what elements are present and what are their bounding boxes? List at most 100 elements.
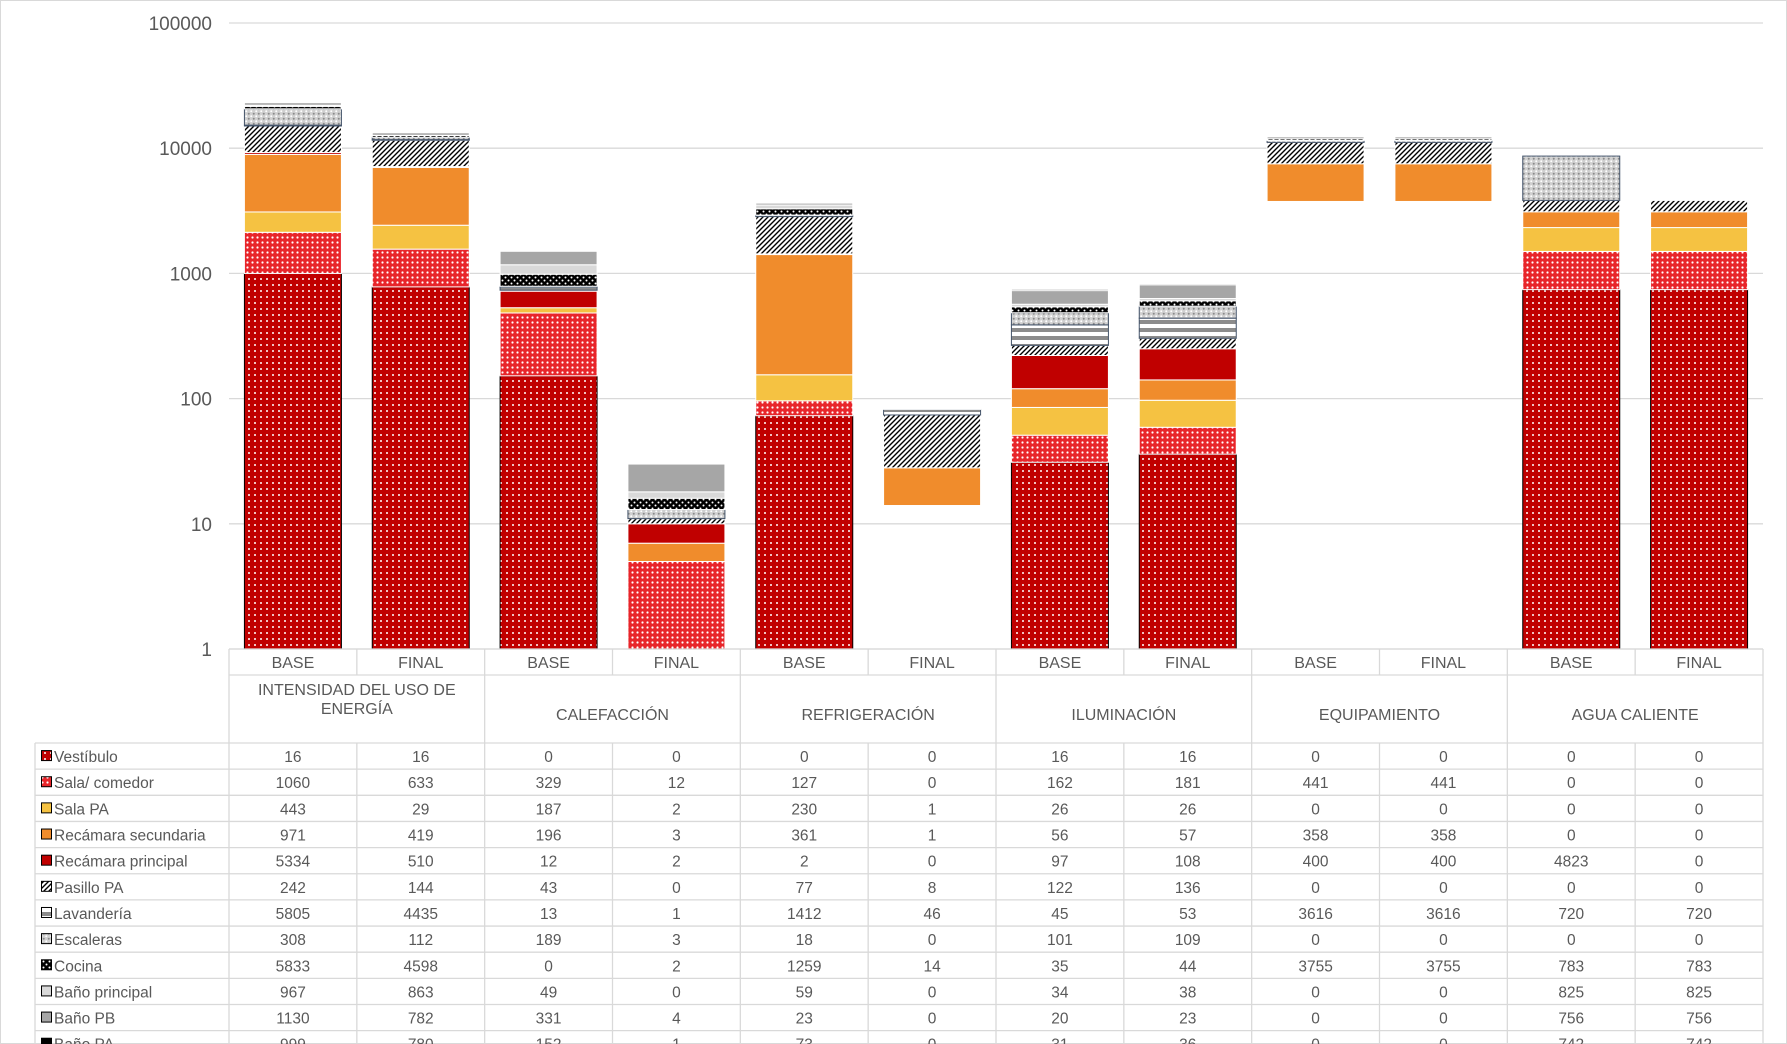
legend-label: Lavandería bbox=[54, 906, 132, 923]
bar-segment-recamara-secundaria bbox=[1650, 211, 1749, 229]
table-cell: 23 bbox=[796, 1011, 813, 1028]
table-cell: 400 bbox=[1303, 854, 1329, 871]
table-cell: 16 bbox=[284, 749, 301, 766]
table-cell: 0 bbox=[1439, 984, 1448, 1001]
table-cell: 2 bbox=[800, 854, 809, 871]
bar-segment-sala-pa bbox=[1522, 227, 1621, 252]
scenario-label: FINAL bbox=[398, 655, 443, 672]
bar-segment-recamara-principal bbox=[1138, 348, 1237, 381]
table-cell: 400 bbox=[1430, 854, 1456, 871]
bar-segment-sala-comedor bbox=[371, 248, 470, 288]
bar-segment-sala-pa bbox=[499, 307, 598, 314]
table-cell: 331 bbox=[536, 1011, 562, 1028]
table-cell: 441 bbox=[1303, 775, 1329, 792]
bar-segment-sala-comedor bbox=[1522, 250, 1621, 291]
bar-segment-sala-comedor bbox=[755, 400, 854, 417]
y-tick-label: 10 bbox=[191, 515, 212, 536]
table-cell: 742 bbox=[1686, 1037, 1712, 1044]
bar-segment-cocina bbox=[755, 208, 854, 216]
table-cell: 863 bbox=[408, 984, 434, 1001]
table-cell: 57 bbox=[1179, 828, 1196, 845]
table-cell: 5833 bbox=[276, 958, 310, 975]
table-cell: 189 bbox=[536, 932, 562, 949]
table-cell: 3616 bbox=[1298, 906, 1332, 923]
y-tick-label: 1 bbox=[201, 640, 212, 661]
bar-segment-recamara-secundaria bbox=[883, 467, 982, 507]
bar-segment-cocina bbox=[1010, 306, 1109, 314]
group-label: ILUMINACIÓN bbox=[1071, 705, 1176, 724]
table-cell: 1 bbox=[672, 1037, 681, 1044]
table-cell: 26 bbox=[1051, 801, 1068, 818]
table-cell: 1412 bbox=[787, 906, 821, 923]
table-cell: 2 bbox=[672, 958, 681, 975]
table-cell: 16 bbox=[412, 749, 429, 766]
bar-segment-escaleras bbox=[1138, 305, 1237, 319]
scenario-label: BASE bbox=[272, 655, 315, 672]
table-cell: 38 bbox=[1179, 984, 1196, 1001]
table-cell: 43 bbox=[540, 880, 557, 897]
table-cell: 999 bbox=[280, 1037, 306, 1044]
table-cell: 1060 bbox=[276, 775, 311, 792]
bar-segment-bano-pb bbox=[755, 202, 854, 206]
table-cell: 825 bbox=[1686, 984, 1712, 1001]
table-cell: 3 bbox=[672, 932, 681, 949]
table-cell: 3616 bbox=[1426, 906, 1460, 923]
group-label: AGUA CALIENTE bbox=[1572, 707, 1699, 724]
table-cell: 0 bbox=[1695, 880, 1704, 897]
table-cell: 56 bbox=[1051, 828, 1068, 845]
table-cell: 242 bbox=[280, 880, 306, 897]
table-cell: 136 bbox=[1175, 880, 1201, 897]
table-cell: 0 bbox=[1695, 854, 1704, 871]
table-cell: 510 bbox=[408, 854, 434, 871]
bar-segment-escaleras bbox=[1010, 312, 1109, 326]
legend-label: Baño PB bbox=[54, 1011, 115, 1028]
table-cell: 196 bbox=[536, 828, 562, 845]
legend-key-vestibulo bbox=[41, 750, 52, 762]
table-cell: 3755 bbox=[1298, 958, 1332, 975]
table-cell: 0 bbox=[1567, 932, 1576, 949]
legend-label: Baño PA bbox=[54, 1037, 115, 1044]
table-cell: 97 bbox=[1051, 854, 1068, 871]
table-cell: 443 bbox=[280, 801, 306, 818]
legend-key-pasillo-pa bbox=[41, 880, 52, 892]
table-cell: 0 bbox=[1695, 932, 1704, 949]
table-cell: 101 bbox=[1047, 932, 1073, 949]
table-cell: 108 bbox=[1175, 854, 1201, 871]
bar-segment-bano-pb bbox=[1266, 136, 1365, 140]
table-cell: 4 bbox=[672, 1011, 681, 1028]
table-cell: 12 bbox=[668, 775, 685, 792]
table-cell: 14 bbox=[923, 958, 941, 975]
table-cell: 0 bbox=[928, 932, 937, 949]
table-cell: 4598 bbox=[404, 958, 438, 975]
bar-segment-pasillo-pa bbox=[1010, 344, 1109, 356]
table-cell: 1 bbox=[928, 828, 937, 845]
table-cell: 825 bbox=[1558, 984, 1584, 1001]
table-cell: 34 bbox=[1051, 984, 1069, 1001]
bar-segment-bano-pb bbox=[243, 102, 342, 106]
table-cell: 3755 bbox=[1426, 958, 1460, 975]
y-tick-label: 100000 bbox=[149, 14, 212, 35]
table-cell: 742 bbox=[1558, 1037, 1584, 1044]
bar-segment-bano-pa bbox=[1010, 288, 1109, 292]
bar-segment-recamara-secundaria bbox=[1266, 163, 1365, 202]
table-cell: 12 bbox=[540, 854, 557, 871]
bar-segment-bano-pb bbox=[627, 463, 726, 493]
bar-segment-lavanderia bbox=[1138, 317, 1237, 339]
table-cell: 0 bbox=[928, 749, 937, 766]
bar-segment-recamara-secundaria bbox=[627, 542, 726, 562]
bar-segment-recamara-secundaria bbox=[243, 153, 342, 213]
table-cell: 16 bbox=[1179, 749, 1196, 766]
table-cell: 783 bbox=[1558, 958, 1584, 975]
table-cell: 1259 bbox=[787, 958, 821, 975]
group-label: REFRIGERACIÓN bbox=[801, 705, 934, 724]
table-cell: 780 bbox=[408, 1037, 434, 1044]
table-cell: 783 bbox=[1686, 958, 1712, 975]
scenario-label: BASE bbox=[783, 655, 826, 672]
bar-segment-pasillo-pa bbox=[627, 518, 726, 525]
table-cell: 0 bbox=[1567, 749, 1576, 766]
y-tick-label: 1000 bbox=[170, 264, 212, 285]
legend-label: Sala PA bbox=[54, 801, 110, 818]
bar-segment-bano-principal bbox=[883, 407, 982, 410]
table-cell: 1 bbox=[672, 906, 681, 923]
